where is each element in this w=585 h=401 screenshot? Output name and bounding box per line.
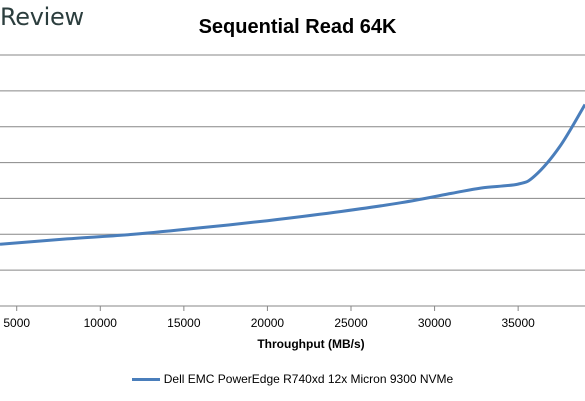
x-tick-label-4: 25000: [334, 316, 368, 330]
gridlines: [0, 54, 585, 271]
brand-logo: Review: [0, 3, 84, 31]
x-tick-label-0: 5000: [3, 316, 30, 330]
x-tick-label-6: 35000: [501, 316, 535, 330]
legend-swatch: [131, 377, 160, 381]
x-tick-label-5: 30000: [418, 316, 452, 330]
legend: Dell EMC PowerEdge R740xd 12x Micron 930…: [0, 372, 585, 386]
series-layer: [0, 103, 585, 246]
legend-label: Dell EMC PowerEdge R740xd 12x Micron 930…: [163, 372, 454, 386]
series-line-0: [0, 103, 585, 246]
x-axis-title: Throughput (MB/s): [257, 337, 364, 351]
x-tick-label-1: 10000: [84, 316, 118, 330]
x-axis: [0, 305, 585, 311]
chart-title: Sequential Read 64K: [198, 16, 397, 38]
x-tick-label-2: 15000: [167, 316, 201, 330]
x-tick-label-3: 20000: [251, 316, 285, 330]
x-tick-labels: 5000 10000 15000 20000 25000 30000 35000: [3, 316, 535, 330]
